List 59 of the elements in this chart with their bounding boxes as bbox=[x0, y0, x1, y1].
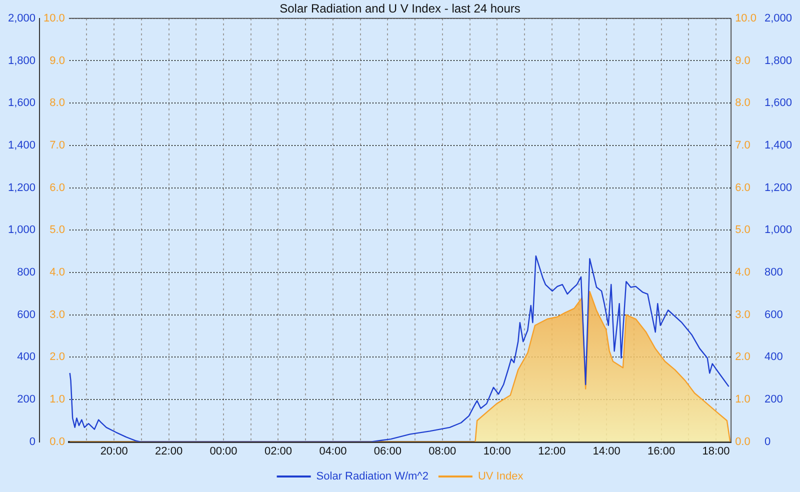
text: 1.0 bbox=[735, 393, 750, 406]
text: 5.0 bbox=[735, 224, 750, 236]
y3-tick-label: 1,000 bbox=[764, 224, 792, 236]
y2-tick-label: 6.0 bbox=[50, 182, 65, 194]
text: 2.0 bbox=[735, 351, 750, 364]
y-tick-label: 1,600 bbox=[8, 97, 36, 110]
y3-tick-label: 800 bbox=[764, 266, 783, 278]
x-tick-label: 08:00 bbox=[428, 445, 456, 458]
text: 10.0 bbox=[735, 12, 756, 24]
y-tick-label: 1,800 bbox=[8, 54, 36, 67]
x-tick-label: 06:00 bbox=[374, 445, 402, 458]
y3-tick-label: 1,600 bbox=[764, 97, 792, 110]
text: 8.0 bbox=[735, 97, 750, 110]
y2-tick-label: 8.0 bbox=[50, 97, 65, 110]
y2-tick-label: 2.0 bbox=[50, 351, 65, 364]
x-tick-label: 04:00 bbox=[319, 445, 347, 458]
y2-tick-label: 4.0 bbox=[50, 266, 65, 278]
text: 4.0 bbox=[735, 266, 750, 278]
text: 0.0 bbox=[735, 436, 750, 448]
y2-tick-label: 7.0 bbox=[50, 139, 65, 152]
y-tick-label: 1,400 bbox=[8, 139, 36, 152]
y-tick-label: 600 bbox=[17, 308, 36, 321]
y3-tick-label: 0 bbox=[764, 436, 771, 448]
y2-tick-label: 0.0 bbox=[50, 436, 65, 448]
y2-tick-label: 1.0 bbox=[50, 393, 65, 406]
y3-tick-label: 1,800 bbox=[764, 54, 792, 67]
x-tick-label: 20:00 bbox=[100, 445, 128, 458]
y2-tick-label: 9.0 bbox=[50, 54, 65, 67]
legend-label: UV Index bbox=[478, 470, 524, 483]
y-tick-label: 2,000 bbox=[8, 12, 36, 24]
y2-tick-label: 5.0 bbox=[50, 224, 65, 236]
y3-tick-label: 1,200 bbox=[764, 182, 792, 194]
text: 7.0 bbox=[735, 139, 750, 152]
y-tick-label: 800 bbox=[17, 266, 36, 278]
text: 9.0 bbox=[735, 54, 750, 67]
x-tick-label: 18:00 bbox=[702, 445, 730, 458]
y2-tick-label: 10.0 bbox=[44, 12, 65, 24]
y-tick-label: 200 bbox=[17, 393, 36, 406]
y3-tick-label: 600 bbox=[764, 308, 783, 321]
x-tick-label: 00:00 bbox=[210, 445, 238, 458]
text: 3.0 bbox=[735, 308, 750, 321]
y-tick-label: 1,000 bbox=[8, 224, 36, 236]
legend-label: Solar Radiation W/m^2 bbox=[316, 470, 428, 483]
y3-tick-label: 2,000 bbox=[764, 12, 792, 24]
chart-title: Solar Radiation and U V Index - last 24 hours bbox=[280, 2, 520, 16]
x-tick-label: 16:00 bbox=[648, 445, 676, 458]
x-tick-label: 12:00 bbox=[538, 445, 566, 458]
y-tick-label: 0 bbox=[29, 436, 36, 448]
x-tick-label: 22:00 bbox=[155, 445, 183, 458]
text: 6.0 bbox=[735, 182, 750, 194]
x-tick-label: 02:00 bbox=[264, 445, 292, 458]
x-tick-label: 10:00 bbox=[483, 445, 511, 458]
x-tick-label: 14:00 bbox=[592, 445, 620, 458]
y-tick-label: 400 bbox=[17, 351, 36, 364]
y3-tick-label: 1,400 bbox=[764, 139, 792, 152]
y3-tick-label: 400 bbox=[764, 351, 783, 364]
y3-tick-label: 200 bbox=[764, 393, 783, 406]
y-tick-label: 1,200 bbox=[8, 182, 36, 194]
y2-tick-label: 3.0 bbox=[50, 308, 65, 321]
